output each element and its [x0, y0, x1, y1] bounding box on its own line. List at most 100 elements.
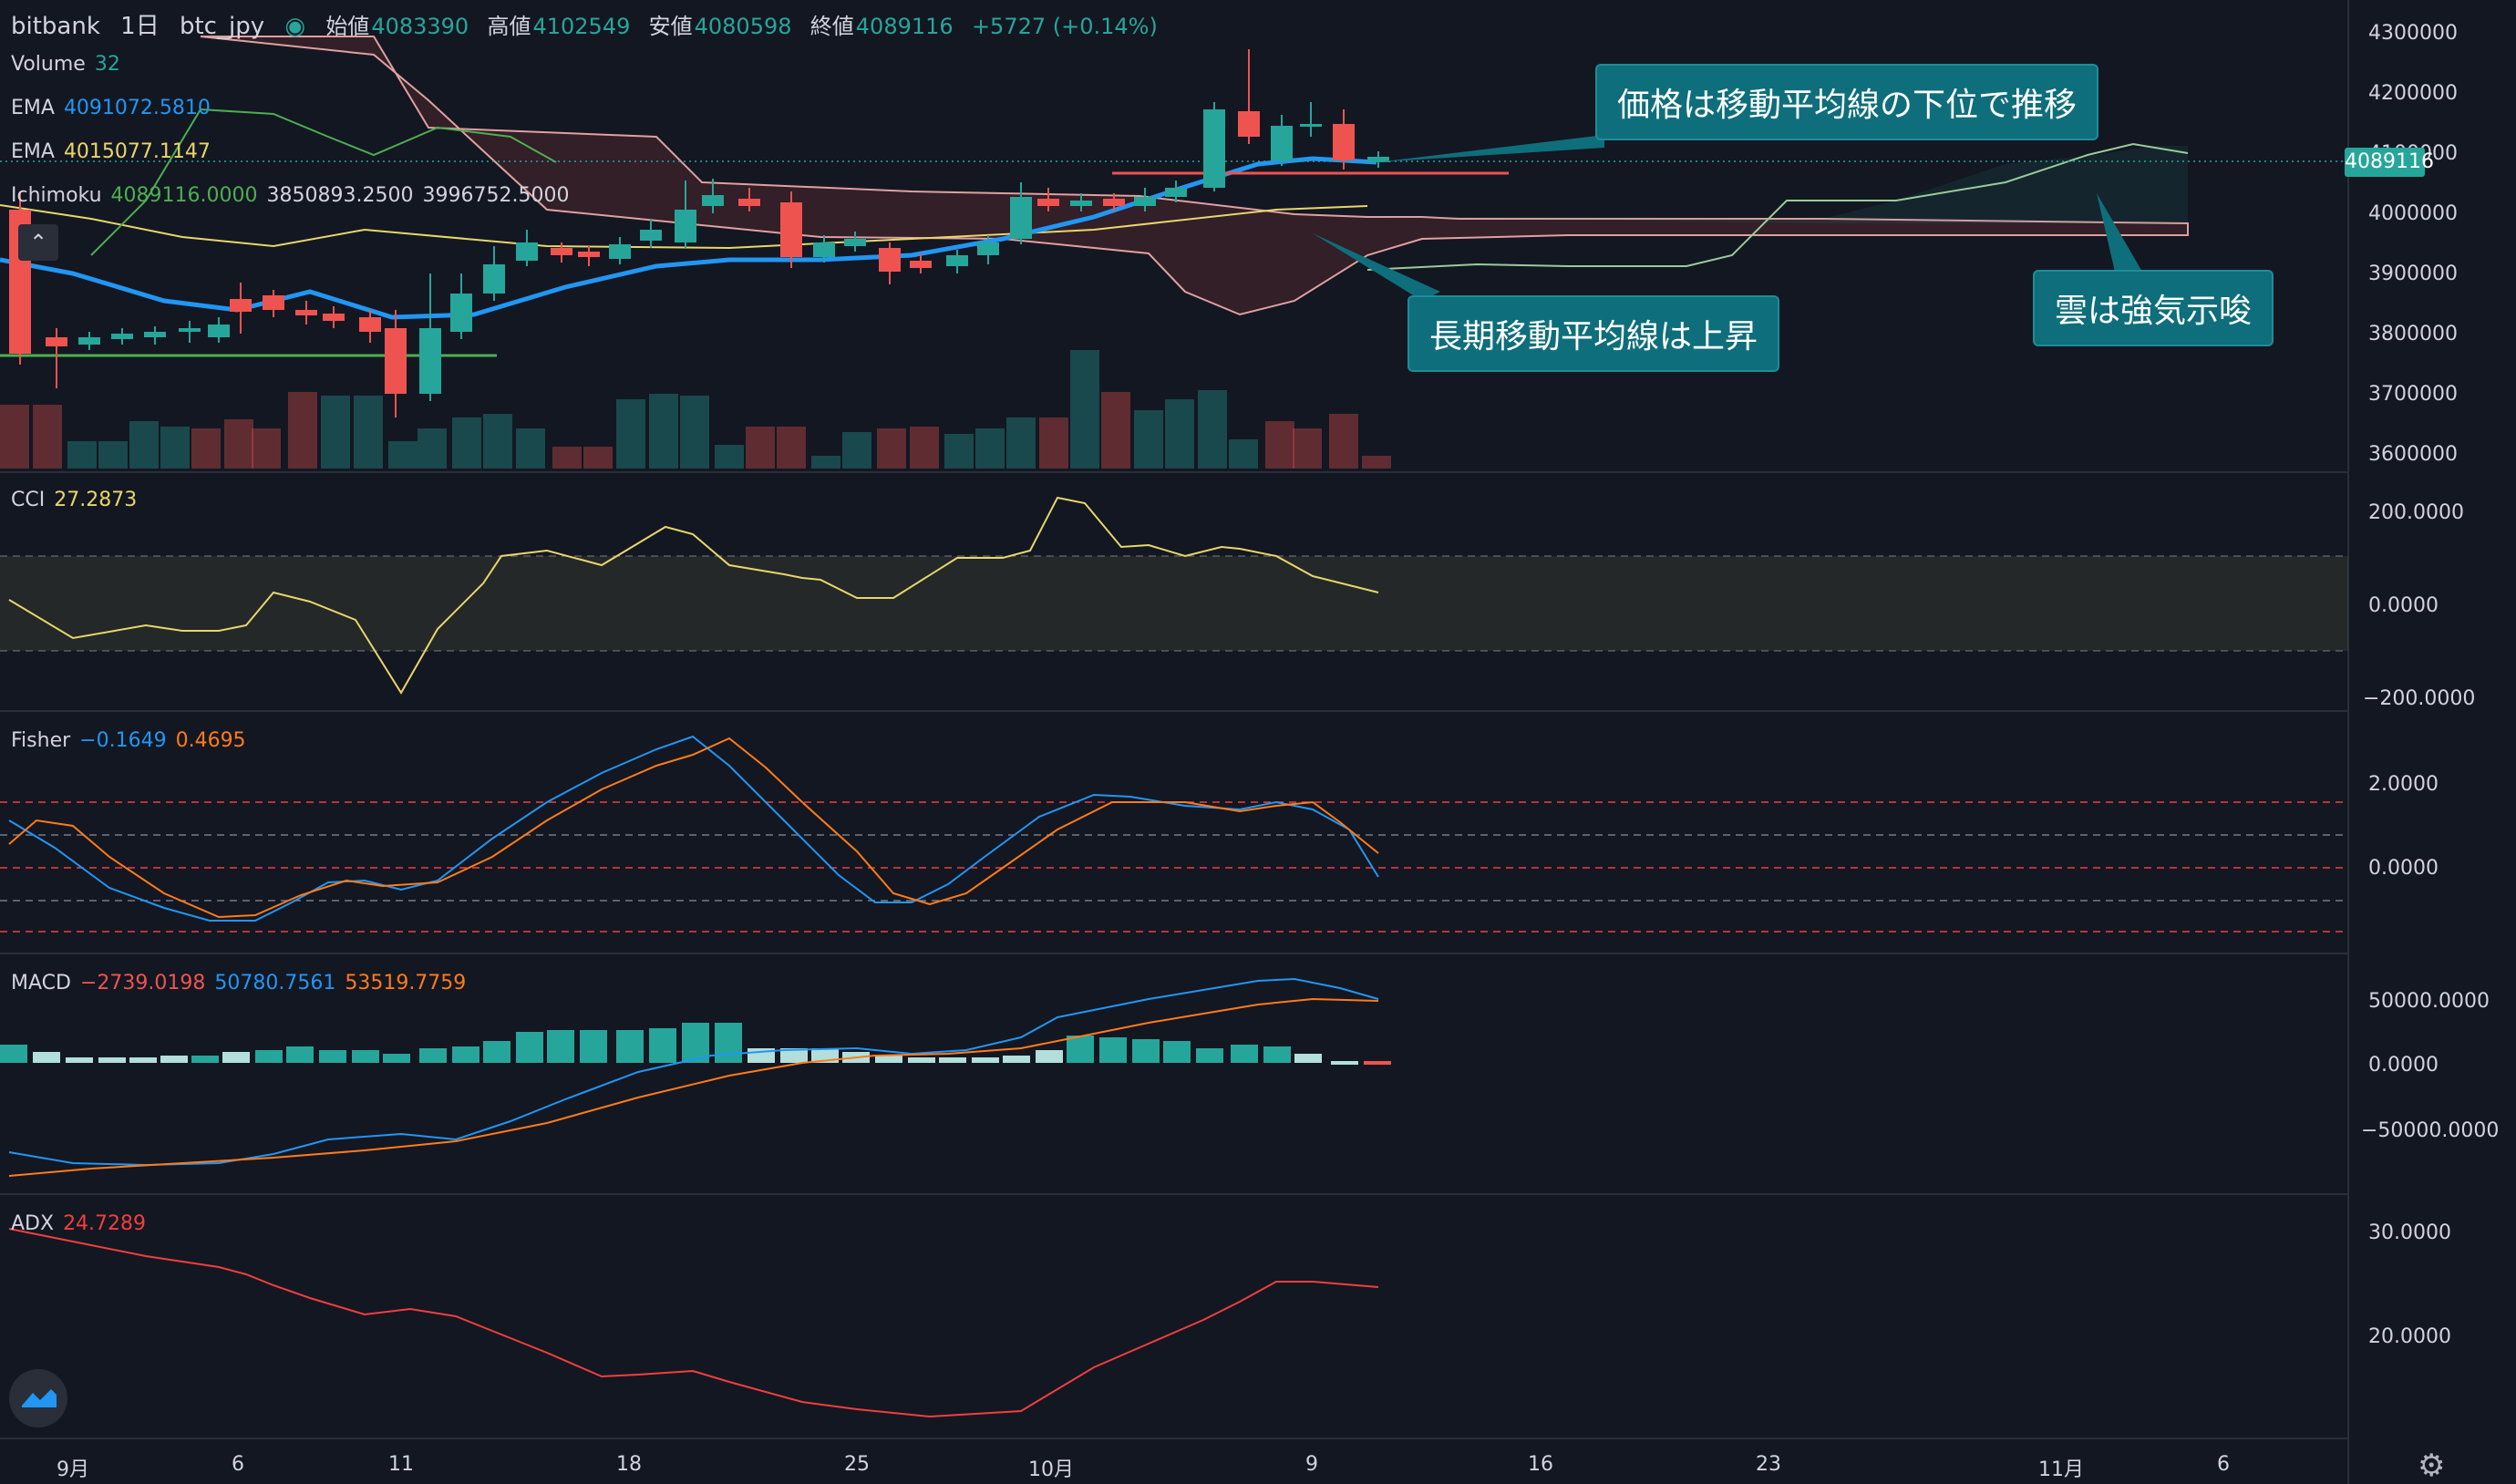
volume-bar: [975, 428, 1005, 469]
cci-line: [8, 496, 1379, 695]
volume-bar: [1362, 456, 1391, 469]
fisher-legend[interactable]: Fisher −0.1649 0.4695: [11, 729, 255, 752]
adx-axis-label: 30.0000: [2368, 1221, 2451, 1244]
macd-histogram-bar: [972, 1057, 999, 1063]
ema-slow-legend[interactable]: EMA 4015077.1147: [11, 140, 220, 163]
candle-body: [844, 239, 866, 246]
macd-axis-label: −50000.0000: [2361, 1119, 2500, 1142]
macd-histogram-bar: [1231, 1045, 1258, 1063]
volume-bar: [1006, 417, 1036, 469]
time-axis-label: 9月: [57, 1458, 89, 1481]
collapse-legend-button[interactable]: ⌃: [18, 224, 58, 261]
volume-bar: [1134, 410, 1163, 469]
low-label: 安値: [648, 14, 693, 39]
macd-histogram-bar: [383, 1054, 410, 1063]
time-axis-label: 25: [844, 1453, 870, 1476]
macd-legend[interactable]: MACD −2739.0198 50780.7561 53519.7759: [11, 972, 475, 994]
adx-legend[interactable]: ADX 24.7289: [11, 1212, 155, 1235]
candle-body: [738, 199, 760, 206]
candle-body: [1333, 124, 1355, 160]
symbol-name[interactable]: btc_jpy: [179, 13, 265, 40]
interval-label[interactable]: 1日: [120, 13, 160, 40]
macd-histogram-bar: [419, 1048, 447, 1063]
callout-long-ma-rising: 長期移動平均線は上昇: [1408, 295, 1780, 372]
macd-histogram-bar: [1331, 1061, 1358, 1065]
candle-body: [675, 210, 696, 242]
macd-value-1: −2739.0198: [79, 972, 206, 994]
ichimoku-value-1: 4089116.0000: [110, 184, 258, 207]
ema-slow-line: [0, 204, 1368, 250]
ichimoku-legend[interactable]: Ichimoku 4089116.0000 3850893.2500 3996752.…: [11, 184, 578, 207]
ichimoku-lagging-span: [90, 108, 557, 256]
cci-value: 27.2873: [54, 489, 138, 511]
candle-body: [263, 295, 284, 310]
volume-bar: [1329, 414, 1358, 469]
candle-body: [46, 337, 67, 346]
time-axis-label: 18: [616, 1453, 642, 1476]
candle-body: [780, 202, 802, 257]
ichimoku-leading-span-a: [1366, 142, 2189, 271]
time-axis-label: 6: [2217, 1453, 2230, 1476]
macd-histogram-bar: [1067, 1036, 1094, 1063]
volume-bar: [516, 428, 545, 469]
tradingview-logo-icon[interactable]: [9, 1369, 67, 1427]
candle-body: [419, 328, 441, 394]
ichimoku-name: Ichimoku: [11, 184, 102, 207]
price-axis-label: 3900000: [2368, 263, 2458, 285]
macd-histogram-bar: [352, 1050, 379, 1063]
ema-fast-line: [0, 156, 1377, 320]
price-axis-label: 3600000: [2368, 443, 2458, 466]
macd-histogram-bar: [1132, 1039, 1160, 1063]
volume-bar: [583, 447, 613, 469]
cci-axis-label: 0.0000: [2368, 594, 2439, 617]
candle-body: [144, 332, 166, 337]
market-status-icon: ◉: [284, 13, 306, 40]
low-value: 4080598: [694, 14, 792, 39]
volume-bar: [388, 441, 418, 469]
volume-bar: [0, 405, 29, 469]
macd-histogram-bar: [1003, 1056, 1030, 1063]
volume-bar: [552, 447, 582, 469]
volume-bar: [944, 434, 974, 469]
candle-body: [1070, 201, 1092, 206]
price-axis-label: 4200000: [2368, 82, 2458, 105]
macd-histogram-bar: [255, 1050, 283, 1063]
gear-icon[interactable]: ⚙: [2418, 1448, 2446, 1484]
volume-bar: [354, 396, 383, 469]
volume-bar: [616, 399, 645, 469]
ema-fast-legend[interactable]: EMA 4091072.5810: [11, 97, 220, 119]
fisher-value-2: 0.4695: [175, 729, 246, 752]
ema-fast-name: EMA: [11, 97, 55, 119]
macd-histogram-bar: [191, 1056, 219, 1063]
macd-signal-line: [8, 997, 1379, 1177]
macd-histogram-bar: [780, 1048, 808, 1063]
candle-body: [977, 242, 999, 255]
macd-histogram-bar: [129, 1057, 157, 1063]
cci-legend[interactable]: CCI 27.2873: [11, 489, 146, 511]
volume-legend[interactable]: Volume 32: [11, 53, 129, 76]
fisher-value-1: −0.1649: [79, 729, 167, 752]
volume-bar: [811, 456, 840, 469]
macd-histogram-bar: [1364, 1061, 1391, 1065]
candle-body: [910, 261, 932, 268]
candle-body: [609, 244, 631, 259]
price-axis-label: 4000000: [2368, 202, 2458, 225]
ema-fast-value: 4091072.5810: [63, 97, 211, 119]
volume-bar: [777, 427, 806, 469]
fisher-axis-label: 2.0000: [2368, 773, 2439, 796]
exchange-name[interactable]: bitbank: [11, 13, 100, 40]
volume-bar: [680, 396, 709, 469]
volume-name: Volume: [11, 53, 86, 76]
callout-pointer: [1313, 233, 1440, 301]
macd-value-3: 53519.7759: [345, 972, 467, 994]
high-value: 4102549: [532, 14, 631, 39]
adx-line: [8, 1228, 1379, 1418]
adx-value: 24.7289: [63, 1212, 147, 1235]
candle-body: [323, 314, 345, 321]
volume-bar: [1070, 350, 1099, 469]
ema-slow-name: EMA: [11, 140, 55, 163]
macd-histogram-bar: [66, 1057, 93, 1063]
macd-histogram-bar: [452, 1046, 479, 1063]
macd-histogram-bar: [908, 1057, 935, 1063]
